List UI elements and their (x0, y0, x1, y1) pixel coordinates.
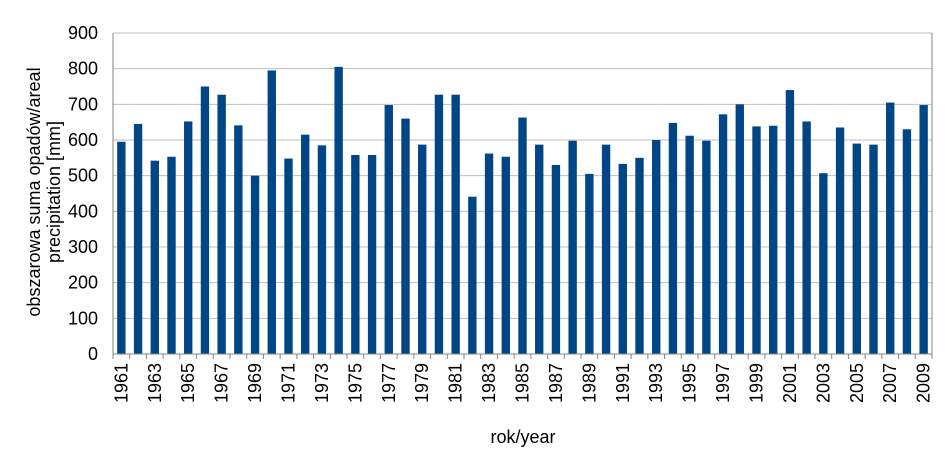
x-tick-label: 1997 (713, 363, 733, 403)
x-tick-label: 1977 (379, 363, 399, 403)
bar-1978 (401, 118, 410, 354)
bar-2001 (785, 90, 795, 355)
x-tick-label: 2005 (847, 363, 867, 403)
y-tick-label: 200 (68, 273, 98, 293)
bar-1976 (367, 154, 377, 354)
x-tick-label: 1991 (613, 363, 633, 403)
x-tick-label: 1993 (646, 363, 666, 403)
y-tick-label: 0 (88, 344, 98, 364)
bar-2004 (835, 127, 845, 355)
bar-1992 (635, 157, 644, 354)
bar-1993 (652, 140, 661, 354)
bar-1974 (334, 66, 343, 354)
y-tick-label: 300 (68, 237, 98, 257)
bar-1989 (585, 173, 594, 354)
x-tick-label: 1983 (479, 363, 499, 403)
y-axis-title-line-2: precipitation [mm] (44, 121, 64, 263)
bar-1984 (501, 156, 510, 354)
bar-1991 (618, 163, 627, 354)
bar-1983 (484, 153, 494, 354)
bar-1985 (518, 117, 527, 354)
bar-1999 (752, 126, 761, 355)
x-tick-label: 2007 (880, 363, 900, 403)
x-tick-label: 1995 (680, 363, 700, 403)
x-tick-label: 1979 (412, 363, 432, 403)
x-tick-label: 2003 (813, 363, 833, 403)
x-tick-label: 1987 (546, 363, 566, 403)
x-tick-label: 1999 (747, 363, 767, 403)
bars (117, 66, 928, 355)
x-tick-label: 1989 (579, 363, 599, 403)
y-tick-label: 700 (68, 94, 98, 114)
y-tick-label: 900 (68, 23, 98, 43)
y-tick-label: 800 (68, 59, 98, 79)
y-tick-label: 400 (68, 201, 98, 221)
y-tick-label: 500 (68, 166, 98, 186)
axes (112, 33, 933, 359)
bar-1981 (451, 94, 460, 354)
bar-1969 (250, 175, 260, 354)
bar-1998 (735, 104, 744, 354)
bar-2008 (902, 129, 912, 354)
bar-1995 (685, 135, 694, 354)
bar-1971 (284, 158, 293, 354)
bar-1962 (133, 123, 143, 354)
bar-1997 (718, 114, 728, 354)
bar-1980 (434, 94, 444, 354)
bar-2007 (886, 102, 895, 354)
bar-1979 (418, 144, 427, 354)
bar-1966 (200, 86, 210, 354)
bar-1990 (601, 144, 611, 354)
bar-1964 (167, 156, 176, 354)
bar-1963 (150, 160, 159, 354)
x-tick-label: 1973 (312, 363, 332, 403)
y-tick-label: 100 (68, 308, 98, 328)
x-tick-label: 2001 (780, 363, 800, 403)
bar-1972 (301, 134, 310, 354)
x-tick-label: 1965 (178, 363, 198, 403)
x-tick-labels: 1961 1963 1965 1967 1969 1971 1973 1975 1977 1979… (111, 363, 933, 403)
x-tick-label: 1969 (245, 363, 265, 403)
x-tick-label: 1971 (279, 363, 299, 403)
bar-1975 (351, 154, 360, 354)
bar-1973 (317, 145, 327, 354)
x-axis-title: rok/year (490, 427, 555, 447)
x-tick-label: 1963 (145, 363, 165, 403)
y-tick-label: 600 (68, 130, 98, 150)
bar-1961 (117, 141, 126, 354)
bar-1965 (184, 121, 193, 354)
bar-2009 (919, 105, 928, 355)
bar-2006 (869, 144, 878, 354)
bar-2005 (852, 143, 861, 354)
bar-1982 (468, 196, 477, 354)
x-tick-label: 1961 (111, 363, 131, 403)
bar-1988 (568, 140, 577, 354)
bar-1986 (535, 144, 544, 354)
x-tick-label: 1981 (446, 363, 466, 403)
bar-1968 (234, 125, 243, 354)
y-axis-title-line-1: obszarowa suma opadów/areal (24, 67, 44, 316)
x-tick-label: 1967 (212, 363, 232, 403)
x-tick-label: 1985 (513, 363, 533, 403)
bar-1967 (217, 94, 226, 354)
x-tick-label: 1975 (345, 363, 365, 403)
bar-1996 (702, 140, 711, 354)
bar-2003 (819, 173, 828, 354)
bar-1987 (551, 164, 561, 354)
y-tick-labels: 0 100 200 300 400 500 600 700 800 900 (68, 23, 98, 364)
y-axis-title: obszarowa suma opadów/areal precipitatio… (24, 67, 64, 316)
bar-2000 (769, 125, 778, 354)
bar-1970 (267, 70, 276, 354)
bar-1977 (384, 105, 393, 355)
bar-2002 (802, 121, 811, 354)
bar-1994 (668, 122, 678, 354)
x-tick-label: 2009 (914, 363, 934, 403)
